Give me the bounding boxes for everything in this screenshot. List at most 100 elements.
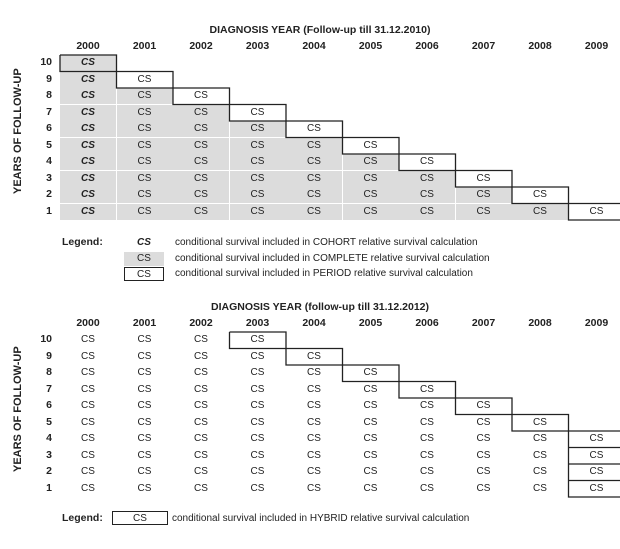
- t1-cell-1-2004: CS: [286, 203, 342, 220]
- t2-cell-3-2009: CS: [589, 449, 604, 461]
- t2-cell-1-2002: CS: [194, 482, 208, 494]
- t1-row-label-3: 3: [46, 171, 52, 184]
- t2-year-2009: 2009: [584, 317, 609, 329]
- t2-row-label-4: 4: [46, 432, 52, 444]
- t2-cell-8-2005: CS: [363, 367, 378, 378]
- t2-cell-1-2001: CS: [137, 482, 152, 494]
- t2-cell-2-2009: CS: [589, 466, 604, 477]
- t1-cell-2-2003: CS: [229, 187, 286, 203]
- t2-cell-5-2004: CS: [307, 416, 321, 428]
- t1-cell-4-2000: CS: [60, 154, 116, 170]
- t1-cell-1-2007: CS: [455, 203, 512, 220]
- legend1-cohort-text: conditional survival included in COHORT …: [175, 237, 478, 248]
- t2-year-2005: 2005: [358, 317, 383, 329]
- t2-cell-1-2007: CS: [476, 482, 491, 494]
- t1-cell-4-2006: CS: [420, 156, 434, 167]
- t2-year-2004: 2004: [302, 317, 326, 329]
- t2-cell-3-2003: CS: [250, 449, 265, 461]
- t2-cell-7-2002: CS: [194, 383, 208, 395]
- legend1-cohort-symbol: CS: [137, 237, 151, 248]
- t2-cell-7-2005: CS: [363, 383, 378, 395]
- t2-cell-9-2000: CS: [81, 350, 95, 362]
- t2-cell-5-2008: CS: [533, 416, 547, 428]
- t1-row-label-9: 9: [46, 72, 52, 85]
- t2-cell-6-2001: CS: [137, 400, 152, 411]
- legend2-hybrid-text: conditional survival included in HYBRID …: [172, 513, 470, 524]
- t2-cell-10-2000: CS: [81, 334, 95, 345]
- t2-cell-6-2004: CS: [307, 400, 321, 411]
- t1-cell-1-2009: CS: [589, 205, 604, 217]
- t1-cell-4-2004: CS: [286, 154, 342, 170]
- t2-cell-9-2002: CS: [194, 350, 208, 362]
- t1-year-2006: 2006: [415, 40, 439, 52]
- legend1-complete-text: conditional survival included in COMPLET…: [175, 253, 490, 264]
- t1-row-label-7: 7: [46, 105, 52, 118]
- t2-cell-6-2003: CS: [250, 400, 265, 411]
- legend1-period-text: conditional survival included in PERIOD …: [175, 268, 473, 279]
- t2-cell-8-2002: CS: [194, 367, 208, 378]
- t2-cell-2-2000: CS: [81, 466, 95, 477]
- t1-cell-7-2002: CS: [173, 104, 229, 121]
- t1-cell-7-2003: CS: [250, 106, 265, 118]
- t2-cell-6-2005: CS: [363, 400, 378, 411]
- t1-cell-6-2002: CS: [173, 121, 229, 137]
- t1-cell-2-2005: CS: [342, 187, 399, 203]
- t1-year-2009: 2009: [584, 40, 609, 52]
- t2-cell-4-2000: CS: [81, 433, 95, 444]
- t1-row-label-5: 5: [46, 138, 52, 151]
- t1-row-label-4: 4: [46, 155, 52, 167]
- t1-cell-4-2002: CS: [173, 154, 229, 170]
- t2-cell-6-2007: CS: [476, 400, 491, 411]
- t2-cell-1-2006: CS: [420, 482, 434, 494]
- t2-cell-8-2003: CS: [250, 367, 265, 378]
- t1-cell-3-2002: CS: [173, 170, 229, 187]
- t1-cell-8-2002: CS: [194, 90, 208, 101]
- t2-row-label-1: 1: [46, 481, 52, 494]
- t1-cell-6-2003: CS: [229, 121, 286, 137]
- t2-cell-2-2007: CS: [476, 466, 491, 477]
- t2-cell-10-2002: CS: [194, 334, 208, 345]
- legend1-complete-symbol: CS: [124, 252, 164, 266]
- t2-cell-3-2000: CS: [81, 449, 95, 461]
- t1-cell-8-2000: CS: [60, 88, 116, 104]
- t2-cell-2-2006: CS: [420, 466, 434, 477]
- t2-cell-3-2008: CS: [533, 449, 547, 461]
- t2-year-2006: 2006: [415, 317, 439, 329]
- t2-cell-2-2004: CS: [307, 466, 321, 477]
- t1-cell-1-2002: CS: [173, 203, 229, 220]
- t2-cell-3-2006: CS: [420, 449, 434, 461]
- t2-cell-5-2002: CS: [194, 416, 208, 428]
- t1-row-label-8: 8: [46, 89, 52, 101]
- t1-cell-1-2000: CS: [60, 203, 116, 220]
- t1-cell-3-2001: CS: [116, 170, 173, 187]
- t2-cell-3-2002: CS: [194, 449, 208, 461]
- t2-cell-7-2003: CS: [250, 383, 265, 395]
- t1-row-label-1: 1: [46, 204, 52, 217]
- t2-cell-8-2000: CS: [81, 367, 95, 378]
- t2-cell-1-2008: CS: [533, 482, 547, 494]
- t2-year-2003: 2003: [245, 317, 270, 329]
- t1-year-2008: 2008: [528, 40, 552, 52]
- legend1-period-symbol: CS: [124, 267, 164, 281]
- t2-row-label-6: 6: [46, 399, 52, 411]
- t2-cell-9-2003: CS: [250, 350, 265, 362]
- t2-cell-4-2005: CS: [363, 433, 378, 444]
- t1-year-2007: 2007: [471, 40, 496, 52]
- t2-cell-4-2001: CS: [137, 433, 152, 444]
- t1-cell-3-2006: CS: [399, 170, 455, 187]
- t2-cell-8-2004: CS: [307, 367, 321, 378]
- t1-cell-2-2008: CS: [533, 189, 547, 200]
- t2-cell-3-2001: CS: [137, 449, 152, 461]
- t2-cell-1-2004: CS: [307, 482, 321, 494]
- t2-cell-8-2001: CS: [137, 367, 152, 378]
- t2-cell-7-2001: CS: [137, 383, 152, 395]
- t1-cell-5-2003: CS: [229, 137, 286, 154]
- t1-year-2004: 2004: [302, 40, 326, 52]
- t1-year-2003: 2003: [245, 40, 270, 52]
- t2-cell-2-2008: CS: [533, 466, 547, 477]
- t1-cell-4-2005: CS: [342, 154, 399, 170]
- t1-cell-2-2000: CS: [60, 187, 116, 203]
- t2-cell-2-2001: CS: [137, 466, 152, 477]
